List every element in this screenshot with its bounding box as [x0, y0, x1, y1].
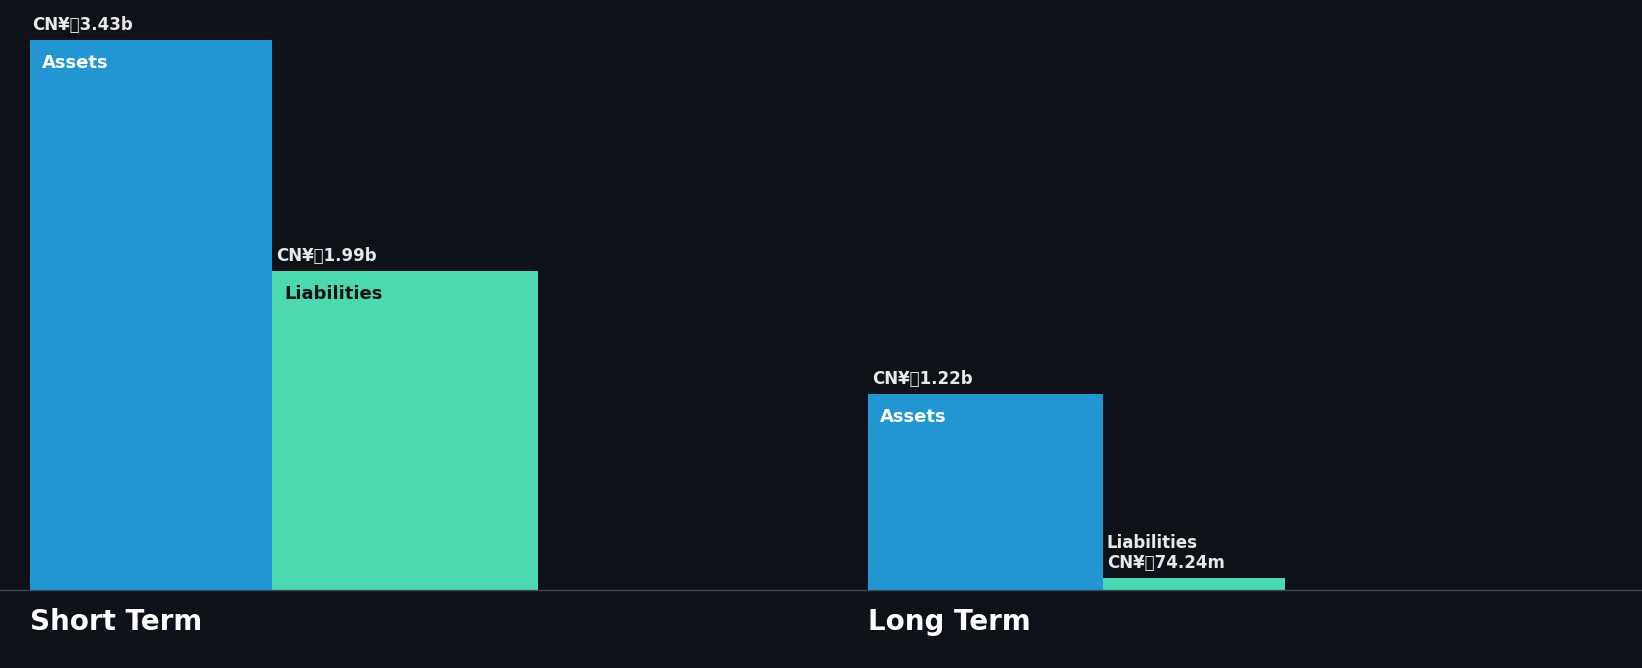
- Bar: [30, 40, 273, 590]
- Text: Assets: Assets: [43, 54, 108, 72]
- Bar: [1103, 578, 1286, 590]
- Text: CN¥ 3.43b: CN¥ 3.43b: [31, 16, 133, 34]
- Text: CN¥ 74.24m: CN¥ 74.24m: [1107, 554, 1225, 572]
- Bar: [273, 271, 539, 590]
- Text: Liabilities: Liabilities: [1107, 534, 1199, 552]
- Text: Long Term: Long Term: [869, 608, 1031, 636]
- Text: Liabilities: Liabilities: [284, 285, 383, 303]
- Text: CN¥ 1.22b: CN¥ 1.22b: [872, 370, 972, 388]
- Text: Assets: Assets: [880, 408, 947, 426]
- Text: CN¥ 1.99b: CN¥ 1.99b: [276, 247, 376, 265]
- Text: Short Term: Short Term: [30, 608, 202, 636]
- Bar: [869, 394, 1103, 590]
